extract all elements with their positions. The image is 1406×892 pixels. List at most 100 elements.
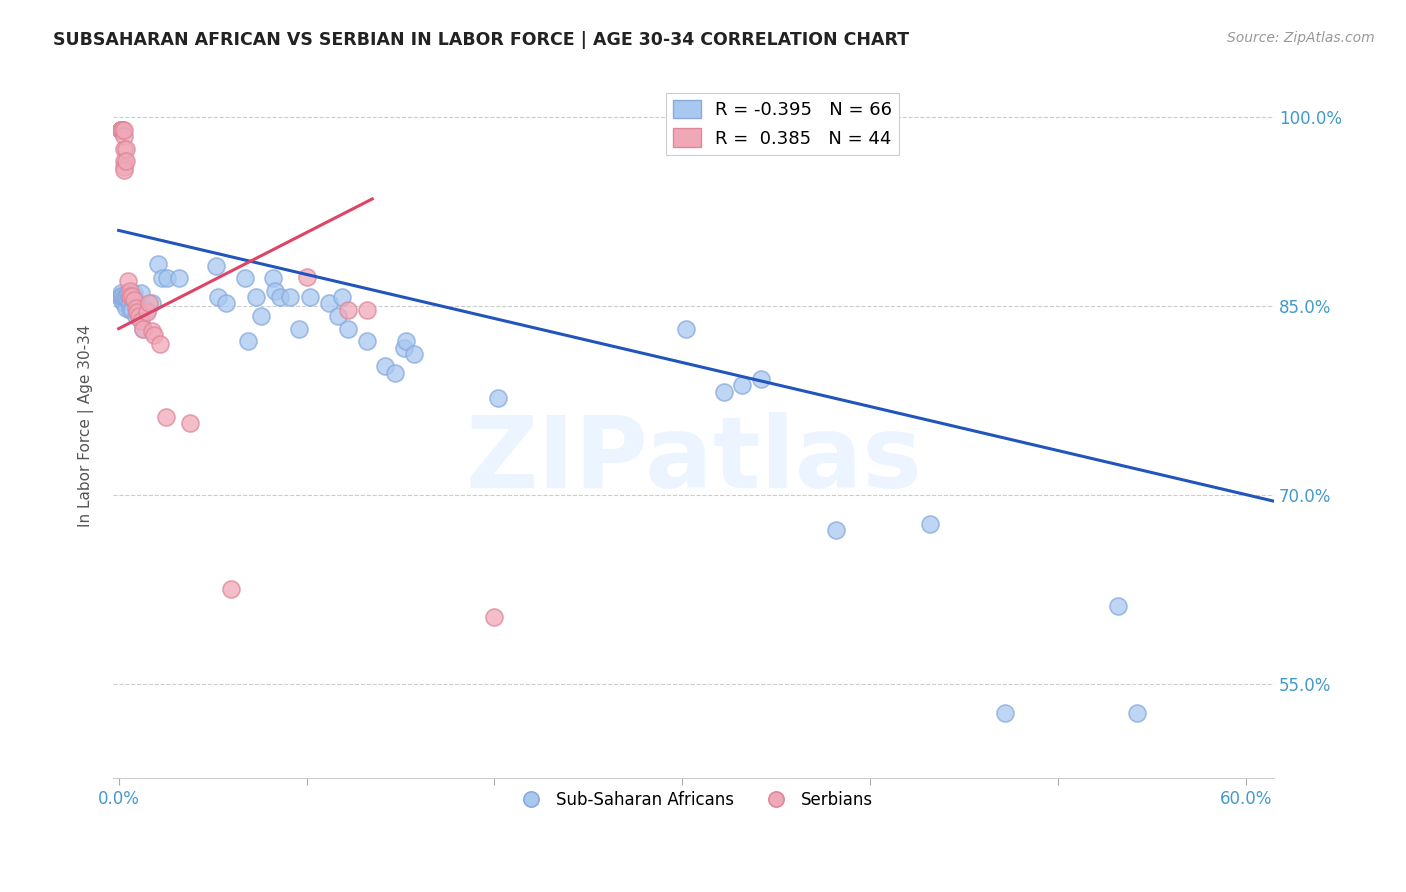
- Point: [135, 305, 157, 319]
- Point: [115, 293, 138, 307]
- Point: [263, 284, 285, 298]
- Y-axis label: In Labor Force | Age 30-34: In Labor Force | Age 30-34: [79, 325, 94, 527]
- Point: [124, 309, 146, 323]
- Point: [111, 122, 134, 136]
- Text: Source: ZipAtlas.com: Source: ZipAtlas.com: [1227, 31, 1375, 45]
- Point: [994, 706, 1017, 720]
- Point: [167, 271, 190, 285]
- Point: [143, 327, 166, 342]
- Point: [118, 292, 141, 306]
- Point: [269, 290, 291, 304]
- Point: [233, 271, 256, 285]
- Point: [330, 290, 353, 304]
- Point: [132, 321, 155, 335]
- Point: [156, 271, 179, 285]
- Point: [245, 290, 267, 304]
- Point: [207, 290, 229, 304]
- Point: [121, 302, 143, 317]
- Point: [318, 296, 340, 310]
- Point: [112, 154, 135, 169]
- Point: [299, 290, 322, 304]
- Point: [115, 301, 138, 316]
- Point: [112, 163, 135, 178]
- Point: [150, 271, 173, 285]
- Point: [111, 122, 134, 136]
- Point: [118, 284, 141, 298]
- Point: [336, 321, 359, 335]
- Point: [141, 296, 163, 310]
- Point: [675, 321, 697, 335]
- Point: [111, 290, 134, 304]
- Point: [122, 292, 145, 306]
- Point: [215, 296, 238, 310]
- Point: [127, 305, 149, 319]
- Point: [110, 122, 132, 136]
- Point: [238, 334, 260, 349]
- Point: [920, 516, 942, 531]
- Point: [115, 142, 138, 156]
- Point: [825, 523, 848, 537]
- Point: [111, 122, 134, 136]
- Point: [124, 301, 146, 316]
- Point: [117, 293, 139, 307]
- Point: [328, 309, 350, 323]
- Point: [179, 416, 201, 430]
- Point: [111, 122, 134, 136]
- Point: [110, 286, 132, 301]
- Point: [205, 259, 228, 273]
- Point: [115, 292, 138, 306]
- Point: [138, 296, 160, 310]
- Point: [112, 296, 135, 310]
- Point: [295, 270, 318, 285]
- Point: [395, 334, 418, 349]
- Point: [110, 122, 132, 136]
- Point: [149, 336, 172, 351]
- Point: [141, 324, 163, 338]
- Point: [111, 122, 134, 136]
- Point: [117, 292, 139, 306]
- Point: [384, 366, 406, 380]
- Point: [278, 290, 301, 304]
- Point: [356, 334, 378, 349]
- Point: [112, 142, 135, 156]
- Point: [111, 122, 134, 136]
- Point: [111, 293, 134, 308]
- Point: [402, 347, 425, 361]
- Point: [356, 302, 378, 317]
- Point: [110, 122, 132, 136]
- Point: [262, 271, 284, 285]
- Point: [128, 302, 150, 317]
- Point: [115, 154, 138, 169]
- Point: [1126, 706, 1149, 720]
- Point: [336, 302, 359, 317]
- Point: [731, 378, 754, 392]
- Point: [118, 302, 141, 317]
- Point: [111, 122, 134, 136]
- Point: [122, 293, 145, 307]
- Point: [122, 286, 145, 301]
- Point: [128, 309, 150, 323]
- Point: [112, 161, 135, 175]
- Point: [135, 302, 157, 317]
- Point: [374, 359, 396, 374]
- Point: [118, 296, 141, 310]
- Point: [392, 341, 415, 355]
- Point: [110, 289, 132, 303]
- Point: [129, 286, 152, 301]
- Point: [713, 384, 735, 399]
- Point: [484, 610, 506, 624]
- Text: SUBSAHARAN AFRICAN VS SERBIAN IN LABOR FORCE | AGE 30-34 CORRELATION CHART: SUBSAHARAN AFRICAN VS SERBIAN IN LABOR F…: [53, 31, 910, 49]
- Point: [221, 582, 243, 597]
- Legend: Sub-Saharan Africans, Serbians: Sub-Saharan Africans, Serbians: [508, 784, 879, 816]
- Point: [111, 122, 134, 136]
- Point: [749, 372, 772, 386]
- Point: [117, 286, 139, 301]
- Point: [118, 289, 141, 303]
- Point: [121, 292, 143, 306]
- Point: [110, 292, 132, 306]
- Point: [155, 409, 177, 424]
- Point: [111, 122, 134, 136]
- Point: [112, 292, 135, 306]
- Point: [111, 289, 134, 303]
- Point: [146, 257, 169, 271]
